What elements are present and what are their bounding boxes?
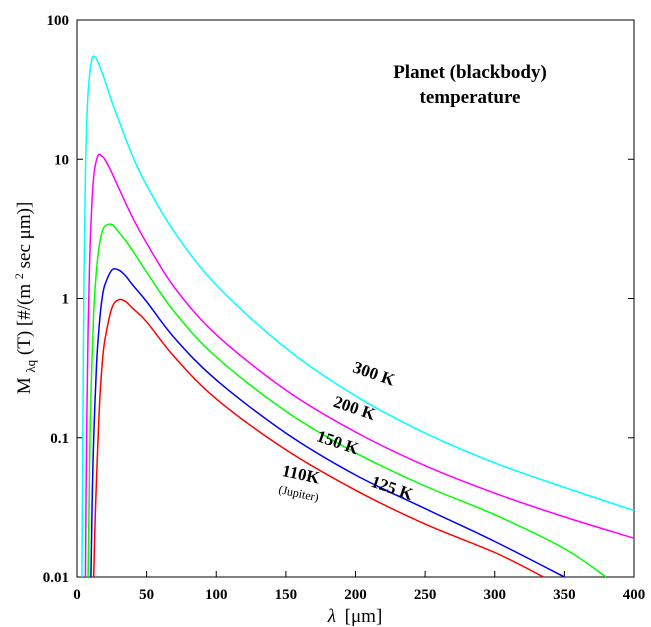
x-tick-label: 200 xyxy=(344,587,367,603)
axis-ticks: 0 50 100 150 200 250 300 350 400 0.01 0.1 1 10 100 xyxy=(43,13,646,603)
series-line-125k xyxy=(90,267,565,578)
x-tick-label: 350 xyxy=(553,587,576,603)
series-line-300k xyxy=(81,55,635,578)
x-tick-label: 250 xyxy=(414,587,437,603)
y-axis-rest: (T) [#/(m xyxy=(14,284,35,355)
x-tick-label: 150 xyxy=(275,587,298,603)
y-axis-end: sec μm)] xyxy=(14,202,35,269)
x-tick-label: 100 xyxy=(205,587,228,603)
x-tick-label: 50 xyxy=(139,587,154,603)
annotation-line2: temperature xyxy=(420,87,521,108)
y-tick-label: 10 xyxy=(54,152,69,168)
plot-area xyxy=(76,19,635,578)
x-axis-symbol: λ xyxy=(327,606,336,627)
y-tick-label: 1 xyxy=(62,292,70,308)
series-group xyxy=(81,55,635,578)
series-line-200k xyxy=(84,153,635,578)
y-tick-label: 0.01 xyxy=(43,570,69,586)
y-axis-main: M xyxy=(14,377,35,394)
x-axis-label: λ [μm] xyxy=(327,606,383,627)
series-line-150k xyxy=(87,223,607,578)
y-axis-label: M λq (T) [#/(m 2 sec μm)] xyxy=(7,202,40,395)
y-tick-label: 100 xyxy=(47,13,70,29)
x-tick-label: 0 xyxy=(73,587,81,603)
x-tick-label: 400 xyxy=(623,587,646,603)
y-axis-sub: λq xyxy=(23,359,38,372)
series-line-110k xyxy=(92,298,544,578)
x-tick-label: 300 xyxy=(484,587,507,603)
y-tick-label: 0.1 xyxy=(50,431,69,447)
x-axis-unit: [μm] xyxy=(345,606,383,627)
annotation-line1: Planet (blackbody) xyxy=(393,62,547,83)
y-axis-sup: 2 xyxy=(12,273,26,279)
